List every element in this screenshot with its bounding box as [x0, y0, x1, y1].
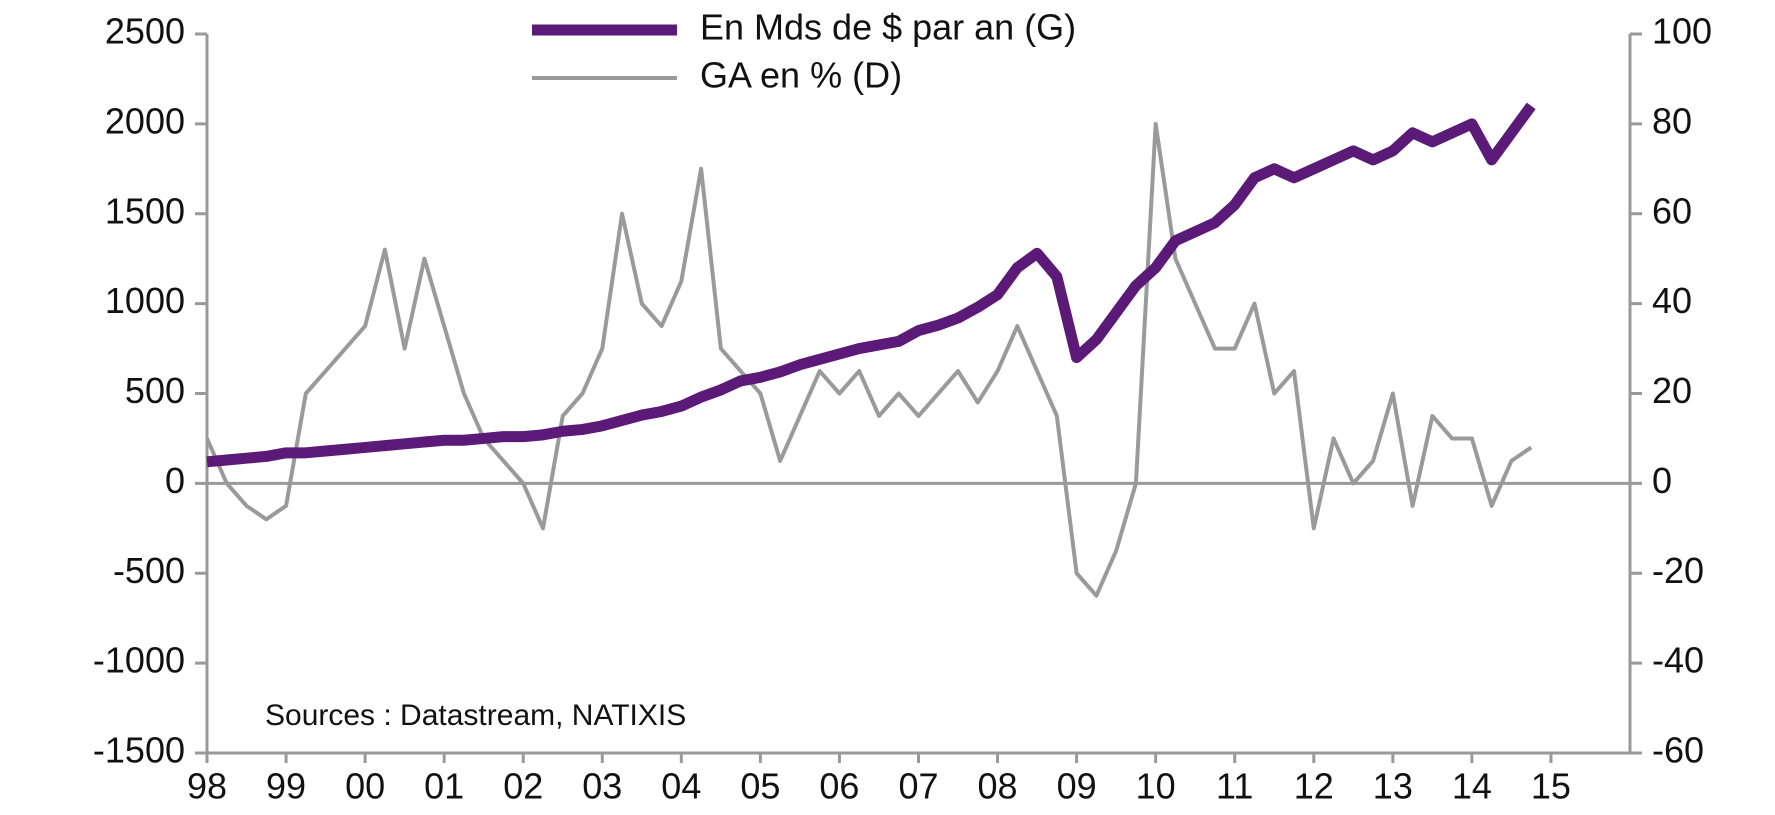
y-tick-label: 2000 [105, 100, 185, 141]
series-line [205, 121, 1533, 598]
y-tick-label: -1500 [93, 730, 185, 771]
x-tick-label: 05 [740, 766, 780, 807]
y-tick-label: -1000 [93, 640, 185, 681]
y2-tick-label: 0 [1652, 460, 1672, 501]
x-tick-label: 99 [266, 766, 306, 807]
x-tick-label: 98 [187, 766, 227, 807]
y2-tick-label: 80 [1652, 100, 1692, 141]
x-tick-label: 07 [898, 766, 938, 807]
y-tick-label: 500 [125, 370, 185, 411]
y2-tick-label: 20 [1652, 370, 1692, 411]
series-line [206, 102, 1536, 468]
annotation: Sources : Datastream, NATIXIS [265, 699, 686, 732]
x-tick-label: 06 [819, 766, 859, 807]
x-tick-label: 10 [1136, 766, 1176, 807]
y-tick-label: 1500 [105, 190, 185, 231]
y2-tick-label: -40 [1652, 640, 1704, 681]
x-tick-label: 02 [503, 766, 543, 807]
y2-tick-label: 100 [1652, 11, 1712, 52]
x-tick-label: 14 [1452, 766, 1492, 807]
x-tick-label: 12 [1294, 766, 1334, 807]
legend-label: GA en % (D) [700, 55, 902, 96]
x-tick-label: 13 [1373, 766, 1413, 807]
x-tick-label: 15 [1531, 766, 1571, 807]
x-tick-label: 11 [1216, 766, 1253, 807]
x-tick-label: 09 [1057, 766, 1097, 807]
y-tick-label: -500 [113, 550, 185, 591]
y-tick-label: 0 [165, 460, 185, 501]
x-tick-label: 08 [978, 766, 1018, 807]
y-tick-label: 2500 [105, 11, 185, 52]
y2-tick-label: -60 [1652, 730, 1704, 771]
x-tick-label: 03 [582, 766, 622, 807]
y2-tick-label: -20 [1652, 550, 1704, 591]
y2-tick-label: 40 [1652, 280, 1692, 321]
y2-tick-label: 60 [1652, 190, 1692, 231]
x-tick-label: 01 [424, 766, 464, 807]
legend-label: En Mds de $ par an (G) [700, 7, 1076, 48]
x-tick-label: 04 [661, 766, 701, 807]
y-tick-label: 1000 [105, 280, 185, 321]
x-tick-label: 00 [345, 766, 385, 807]
